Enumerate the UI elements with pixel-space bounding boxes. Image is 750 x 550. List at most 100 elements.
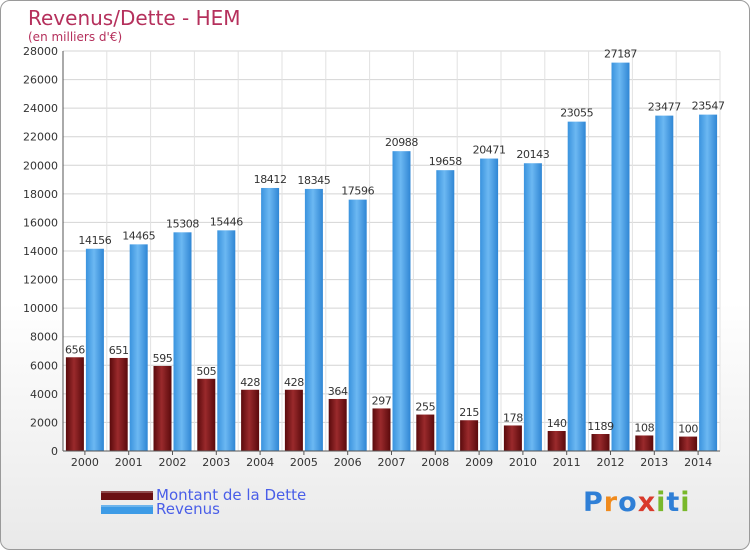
data-label-dette: 364 bbox=[328, 385, 348, 398]
logo-letter: i bbox=[680, 487, 691, 518]
x-tick-label: 2014 bbox=[684, 456, 712, 469]
bar-revenus bbox=[261, 187, 280, 451]
data-label-dette: 100 bbox=[678, 423, 698, 436]
data-label-revenus: 20471 bbox=[473, 144, 506, 157]
data-label-dette: 505 bbox=[196, 365, 216, 378]
y-tick-label: 28000 bbox=[23, 45, 58, 58]
x-tick-label: 2011 bbox=[553, 456, 581, 469]
x-tick-label: 2003 bbox=[202, 456, 230, 469]
data-label-revenus: 14465 bbox=[122, 229, 155, 242]
legend-label-revenus: Revenus bbox=[156, 500, 220, 518]
bar-dette bbox=[547, 430, 566, 451]
bar-revenus bbox=[129, 244, 148, 451]
bar-dette bbox=[416, 414, 435, 451]
x-tick-label: 2006 bbox=[334, 456, 362, 469]
data-label-dette: 255 bbox=[415, 401, 435, 414]
x-tick-label: 2004 bbox=[246, 456, 274, 469]
y-tick-label: 26000 bbox=[23, 74, 58, 87]
bar-revenus bbox=[567, 121, 586, 452]
y-tick-label: 22000 bbox=[23, 131, 58, 144]
bar-revenus bbox=[348, 199, 367, 451]
y-tick-label: 2000 bbox=[30, 416, 58, 429]
bar-dette bbox=[109, 357, 128, 451]
legend-label-debt: Montant de la Dette bbox=[156, 486, 307, 504]
bar-dette bbox=[635, 435, 654, 451]
data-label-dette: 215 bbox=[459, 406, 479, 419]
x-tick-label: 2005 bbox=[290, 456, 318, 469]
logo-letter: P bbox=[583, 487, 604, 518]
y-tick-label: 12000 bbox=[23, 274, 58, 287]
bar-dette bbox=[65, 357, 84, 451]
logo-letter: o bbox=[618, 487, 638, 518]
bar-dette bbox=[460, 420, 479, 451]
bar-dette bbox=[153, 365, 172, 451]
data-label-revenus: 18412 bbox=[254, 173, 287, 186]
bar-revenus bbox=[699, 114, 718, 451]
x-tick-label: 2002 bbox=[159, 456, 187, 469]
proxiti-logo: Proxiti bbox=[583, 487, 691, 518]
bar-dette bbox=[197, 378, 216, 451]
y-tick-label: 8000 bbox=[30, 331, 58, 344]
bar-revenus bbox=[85, 248, 104, 451]
bar-dette bbox=[679, 436, 698, 451]
bar-revenus bbox=[173, 232, 192, 451]
legend-swatch-revenus bbox=[101, 505, 153, 514]
data-label-dette: 428 bbox=[284, 376, 304, 389]
x-tick-label: 2009 bbox=[465, 456, 493, 469]
y-tick-label: 14000 bbox=[23, 245, 58, 258]
data-label-dette: 1189 bbox=[587, 420, 614, 433]
y-tick-label: 10000 bbox=[23, 302, 58, 315]
data-label-dette: 297 bbox=[372, 394, 392, 407]
data-label-revenus: 20988 bbox=[385, 136, 418, 149]
logo-letter: t bbox=[666, 487, 681, 518]
y-tick-label: 24000 bbox=[23, 102, 58, 115]
y-tick-label: 20000 bbox=[23, 159, 58, 172]
data-label-dette: 428 bbox=[240, 376, 260, 389]
chart-title: Revenus/Dette - HEM bbox=[28, 6, 241, 30]
data-label-dette: 108 bbox=[634, 421, 654, 434]
y-tick-label: 6000 bbox=[30, 359, 58, 372]
data-label-revenus: 19658 bbox=[429, 155, 462, 168]
bar-revenus bbox=[304, 188, 323, 451]
y-tick-label: 18000 bbox=[23, 188, 58, 201]
bar-dette bbox=[591, 434, 610, 451]
y-tick-label: 4000 bbox=[30, 388, 58, 401]
x-tick-label: 2007 bbox=[378, 456, 406, 469]
y-tick-label: 0 bbox=[51, 445, 58, 458]
data-label-revenus: 17596 bbox=[341, 185, 374, 198]
data-label-revenus: 27187 bbox=[604, 48, 637, 61]
bar-revenus bbox=[611, 62, 630, 451]
data-label-revenus: 23055 bbox=[560, 107, 593, 120]
data-label-dette: 140 bbox=[547, 417, 567, 430]
bar-revenus bbox=[392, 151, 411, 451]
x-tick-label: 2012 bbox=[597, 456, 625, 469]
data-label-revenus: 15446 bbox=[210, 215, 243, 228]
logo-letter: x bbox=[637, 487, 657, 518]
data-label-dette: 595 bbox=[153, 352, 173, 365]
data-label-revenus: 14156 bbox=[78, 234, 111, 247]
data-label-revenus: 20143 bbox=[516, 148, 549, 161]
bar-revenus bbox=[655, 115, 674, 451]
data-label-revenus: 15308 bbox=[166, 217, 199, 230]
data-label-dette: 656 bbox=[65, 343, 85, 356]
x-tick-label: 2001 bbox=[115, 456, 143, 469]
bar-revenus bbox=[480, 158, 499, 452]
x-tick-label: 2010 bbox=[509, 456, 537, 469]
bar-dette bbox=[241, 389, 260, 451]
x-tick-label: 2000 bbox=[71, 456, 99, 469]
data-label-dette: 178 bbox=[503, 411, 523, 424]
bar-dette bbox=[372, 408, 391, 451]
chart-subtitle: (en milliers d'€) bbox=[28, 30, 123, 44]
data-label-revenus: 23547 bbox=[692, 100, 725, 113]
legend-swatch-debt bbox=[101, 491, 153, 500]
x-tick-label: 2013 bbox=[640, 456, 668, 469]
bar-revenus bbox=[436, 170, 455, 451]
bar-dette bbox=[284, 389, 303, 451]
data-label-revenus: 23477 bbox=[648, 101, 681, 114]
bar-revenus bbox=[217, 230, 236, 451]
data-label-dette: 651 bbox=[109, 344, 129, 357]
y-tick-label: 16000 bbox=[23, 216, 58, 229]
bar-revenus bbox=[523, 163, 542, 451]
